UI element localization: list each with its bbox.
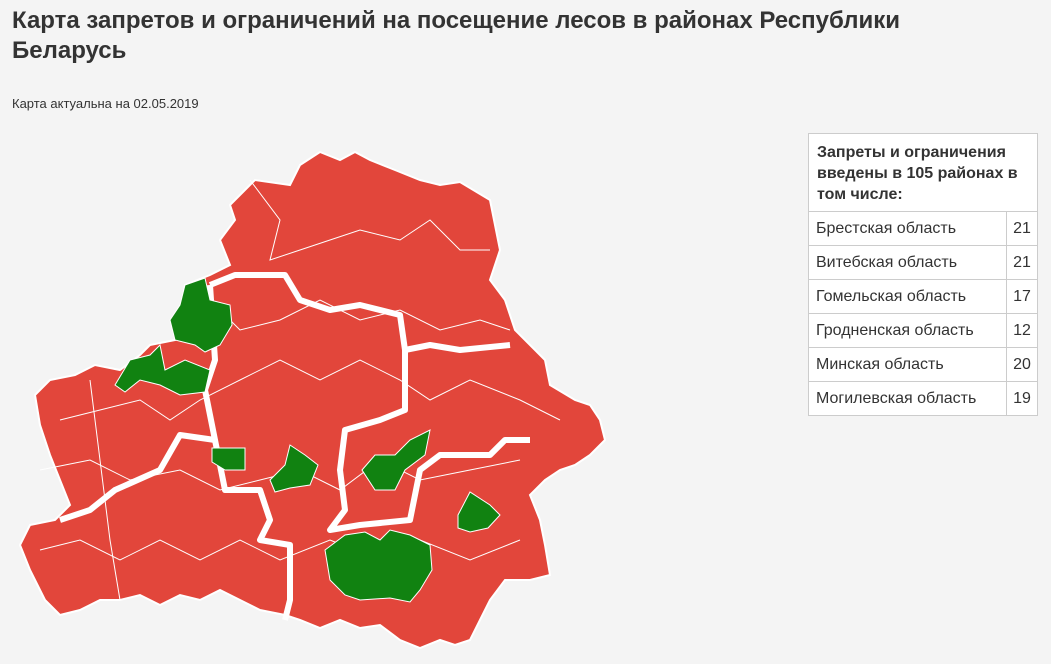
district-count: 17: [1006, 279, 1038, 314]
region-name: Могилевская область: [808, 381, 1007, 416]
district-count: 12: [1006, 313, 1038, 348]
region-name: Минская область: [808, 347, 1007, 382]
restricted-districts: [114, 277, 501, 603]
region-name: Гомельская область: [808, 279, 1007, 314]
map: [18, 150, 607, 650]
district-count: 19: [1006, 381, 1038, 416]
table-row: Минская область 20: [808, 347, 1038, 382]
page-title: Карта запретов и ограничений на посещени…: [12, 7, 900, 64]
table-header: Запреты и ограничения введены в 105 райо…: [808, 133, 1038, 212]
table-row: Могилевская область 19: [808, 381, 1038, 416]
table-row: Гродненская область 12: [808, 313, 1038, 348]
region-borders: [59, 272, 530, 621]
country-shape: [18, 150, 607, 650]
district-count: 21: [1006, 245, 1038, 280]
region-name: Брестская область: [808, 211, 1007, 246]
subtitle: Карта актуальна на 02.05.2019: [12, 96, 199, 111]
district-count: 21: [1006, 211, 1038, 246]
region-name: Гродненская область: [808, 313, 1007, 348]
table-row: Брестская область 21: [808, 211, 1038, 246]
region-name: Витебская область: [808, 245, 1007, 280]
district-count: 20: [1006, 347, 1038, 382]
table-row: Гомельская область 17: [808, 279, 1038, 314]
table-row: Витебская область 21: [808, 245, 1038, 280]
summary-table: Запреты и ограничения введены в 105 райо…: [808, 133, 1038, 416]
